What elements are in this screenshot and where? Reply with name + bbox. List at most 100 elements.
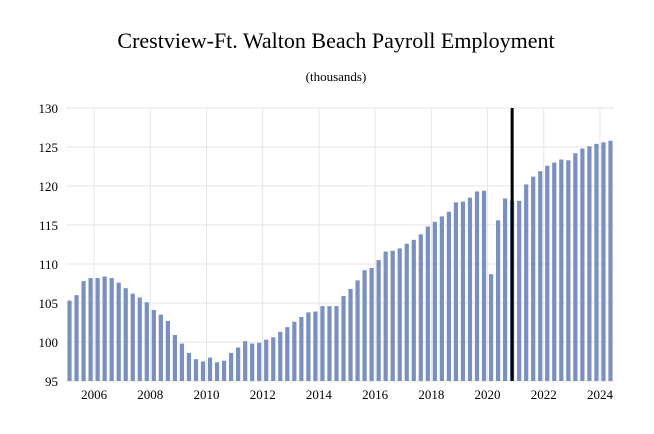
bar bbox=[383, 251, 388, 381]
bar bbox=[580, 148, 585, 381]
bar bbox=[320, 306, 325, 381]
x-tick-label: 2022 bbox=[531, 387, 557, 402]
bar bbox=[467, 197, 473, 381]
bar bbox=[271, 337, 276, 381]
bar bbox=[264, 339, 269, 381]
bar bbox=[460, 201, 466, 381]
x-tick-label: 2020 bbox=[475, 387, 501, 402]
bar bbox=[74, 295, 79, 381]
bar bbox=[531, 176, 536, 381]
bar bbox=[474, 191, 480, 381]
bar bbox=[376, 260, 381, 381]
bar bbox=[88, 278, 93, 381]
bar bbox=[186, 352, 192, 381]
bar bbox=[524, 184, 529, 381]
y-tick-label: 125 bbox=[39, 140, 59, 155]
bar bbox=[102, 276, 107, 381]
x-tick-label: 2018 bbox=[418, 387, 444, 402]
bar bbox=[95, 278, 100, 381]
x-axis: 2006 2008 2010 2012 2014 2016 2018 2020 2022 2024 bbox=[81, 387, 613, 402]
bar bbox=[334, 306, 339, 381]
bar bbox=[313, 311, 318, 381]
bar bbox=[495, 220, 501, 381]
bar bbox=[193, 359, 199, 381]
bar bbox=[502, 198, 508, 381]
chart-title: Crestview-Ft. Walton Beach Payroll Emplo… bbox=[117, 28, 554, 53]
bar bbox=[453, 202, 459, 381]
bar bbox=[517, 200, 522, 381]
bar bbox=[538, 171, 543, 381]
y-tick-label: 105 bbox=[39, 296, 59, 311]
bar bbox=[109, 278, 114, 381]
bar bbox=[299, 317, 304, 381]
bar bbox=[257, 342, 262, 381]
y-tick-label: 115 bbox=[39, 218, 58, 233]
bars bbox=[67, 140, 613, 381]
y-tick-label: 120 bbox=[39, 179, 59, 194]
bar bbox=[425, 226, 430, 381]
bar bbox=[341, 295, 346, 381]
bar bbox=[278, 331, 283, 381]
bar bbox=[418, 234, 423, 381]
x-tick-label: 2006 bbox=[81, 387, 108, 402]
bar bbox=[236, 347, 241, 381]
bar bbox=[488, 274, 494, 381]
bar bbox=[228, 352, 234, 381]
bar bbox=[390, 250, 395, 381]
x-tick-label: 2008 bbox=[137, 387, 163, 402]
bar bbox=[179, 343, 185, 381]
bar bbox=[573, 153, 578, 381]
x-tick-label: 2012 bbox=[250, 387, 276, 402]
bar bbox=[165, 320, 170, 381]
bar bbox=[137, 297, 142, 381]
x-tick-label: 2024 bbox=[587, 387, 614, 402]
x-tick-label: 2014 bbox=[306, 387, 333, 402]
bar bbox=[559, 159, 564, 381]
gridlines bbox=[66, 107, 614, 382]
x-tick-label: 2016 bbox=[362, 387, 389, 402]
bar bbox=[172, 334, 178, 381]
bar bbox=[587, 146, 592, 381]
bar bbox=[411, 239, 416, 381]
bar bbox=[397, 248, 402, 381]
y-axis: 95 100 105 110 115 120 125 130 bbox=[39, 101, 59, 389]
bar bbox=[446, 211, 452, 381]
bar bbox=[432, 221, 437, 381]
y-tick-label: 95 bbox=[45, 374, 58, 389]
bar bbox=[67, 300, 72, 381]
bar bbox=[348, 288, 353, 381]
bar bbox=[151, 310, 156, 381]
y-tick-label: 110 bbox=[39, 257, 58, 272]
bar bbox=[566, 160, 571, 381]
y-tick-label: 100 bbox=[39, 335, 59, 350]
bar bbox=[594, 143, 599, 381]
bar bbox=[355, 280, 360, 381]
bar bbox=[292, 321, 297, 381]
y-tick-label: 130 bbox=[39, 101, 59, 116]
bar bbox=[362, 270, 367, 381]
x-tick-label: 2010 bbox=[194, 387, 220, 402]
chart-subtitle: (thousands) bbox=[306, 69, 367, 84]
bar bbox=[481, 190, 487, 381]
bar bbox=[200, 361, 206, 381]
bar bbox=[158, 314, 163, 381]
bar bbox=[285, 327, 290, 381]
bar bbox=[130, 293, 135, 381]
bar bbox=[404, 243, 409, 381]
bar bbox=[81, 281, 86, 381]
bar bbox=[116, 282, 121, 381]
bar bbox=[214, 362, 220, 381]
bar bbox=[306, 312, 311, 381]
bar bbox=[552, 162, 557, 381]
bar bbox=[439, 216, 444, 381]
bar bbox=[369, 267, 374, 381]
bar bbox=[327, 306, 332, 381]
bar bbox=[608, 140, 613, 381]
bar bbox=[144, 302, 149, 381]
bar bbox=[123, 288, 128, 381]
bar bbox=[601, 142, 606, 381]
bar bbox=[207, 357, 213, 381]
bar bbox=[545, 165, 550, 381]
bar bbox=[221, 360, 227, 381]
